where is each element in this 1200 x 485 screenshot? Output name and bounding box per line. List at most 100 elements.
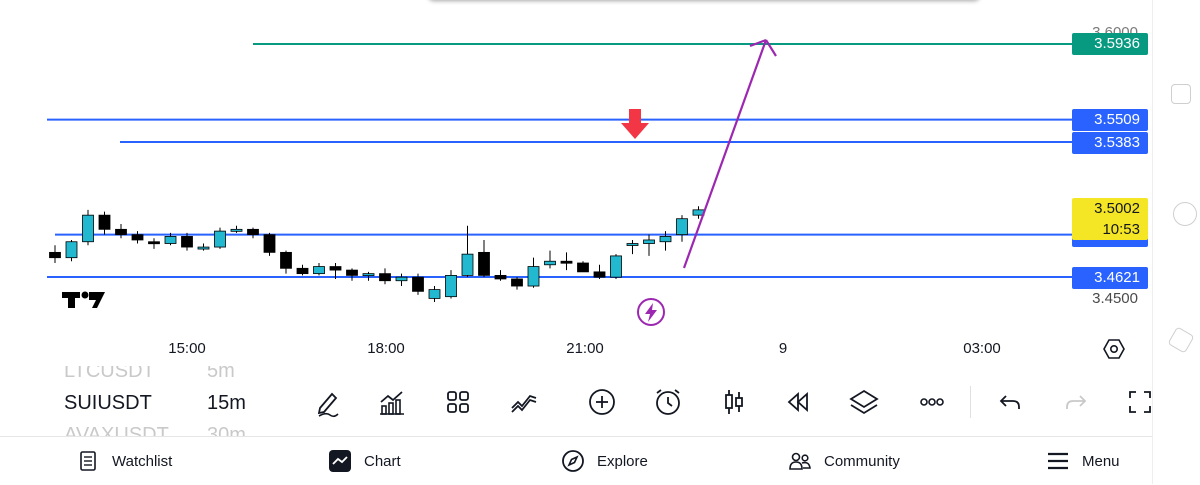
candle-body — [296, 267, 309, 275]
x-tick-label: 03:00 — [963, 340, 1001, 357]
chart-area[interactable]: 3.6000 3.5936 3.5509 3.5383 3.5002 10:53… — [0, 0, 1152, 366]
candle-body — [164, 236, 177, 244]
nav-label: Chart — [364, 452, 401, 470]
x-tick-label: 18:00 — [367, 340, 405, 357]
candles-icon[interactable] — [716, 384, 752, 420]
candle-body — [49, 251, 61, 259]
watchlist-icon — [80, 451, 96, 471]
strategy-icon[interactable] — [506, 384, 542, 420]
symbol-switcher[interactable]: LTCUSDT 5m SUIUSDT 15m AVAXUSDT 30m — [48, 366, 300, 436]
layers-icon[interactable] — [846, 384, 882, 420]
down-arrow-marker — [621, 109, 649, 139]
candle-body — [230, 228, 243, 232]
nav-chart[interactable]: Chart — [328, 437, 401, 485]
bar-countdown: 10:53 — [1102, 221, 1140, 238]
candle-body — [461, 253, 474, 276]
nav-explore[interactable]: Explore — [561, 437, 648, 485]
candle-body — [395, 276, 408, 282]
price-tag-blue[interactable]: 3.5383 — [1072, 132, 1148, 154]
price-tag-green[interactable]: 3.5936 — [1072, 33, 1148, 55]
chart-icon — [329, 450, 351, 472]
candle-body — [610, 255, 622, 278]
drawing-toolbar — [300, 376, 1152, 428]
community-icon — [789, 452, 811, 470]
candle-body — [181, 236, 193, 248]
price-tag-blue[interactable]: 3.4621 — [1072, 267, 1148, 289]
candle-body — [577, 262, 589, 273]
nav-community[interactable]: Community — [788, 437, 900, 485]
tradingview-logo — [62, 291, 105, 308]
candle-body — [379, 273, 391, 282]
nav-label: Watchlist — [112, 452, 173, 470]
side-button[interactable] — [1167, 326, 1195, 354]
x-tick-label: 21:00 — [566, 340, 604, 357]
menu-icon — [1048, 452, 1068, 470]
candle-body — [643, 239, 655, 244]
candle-body — [593, 271, 606, 278]
undo-icon[interactable] — [992, 384, 1028, 420]
candle-body — [494, 275, 507, 280]
more-icon[interactable] — [914, 384, 950, 420]
bottom-navigation: Watchlist Chart Explore Community Menu — [0, 436, 1152, 485]
candle-body — [214, 230, 226, 248]
symbol-interval: 30m — [207, 424, 246, 436]
indicators-icon[interactable] — [374, 384, 410, 420]
current-price-tag[interactable]: 3.5002 10:53 — [1072, 198, 1148, 240]
candle-body — [247, 228, 259, 236]
candle-body — [197, 246, 210, 250]
nav-watchlist[interactable]: Watchlist — [76, 437, 172, 485]
side-circle-button[interactable] — [1173, 202, 1197, 226]
candle-body — [131, 234, 144, 241]
right-gutter — [1152, 0, 1200, 484]
candle-body — [560, 260, 573, 264]
price-tag-blue[interactable]: 3.5509 — [1072, 109, 1148, 131]
nav-menu[interactable]: Menu — [1046, 437, 1120, 485]
current-price-value: 3.5002 — [1094, 200, 1140, 217]
candle-body — [527, 266, 540, 287]
symbol-name: SUIUSDT — [64, 392, 152, 414]
candle-body — [445, 275, 457, 298]
plus-circle-icon[interactable] — [584, 384, 620, 420]
candle-body — [626, 243, 639, 246]
candlestick-chart[interactable] — [0, 0, 1152, 366]
candle-body — [65, 241, 78, 259]
candle-body — [511, 278, 523, 287]
candle-body — [362, 273, 375, 277]
candle-body — [115, 228, 127, 236]
candle-body — [263, 234, 276, 253]
nav-label: Explore — [597, 452, 648, 470]
y-tick-label: 3.4500 — [1092, 290, 1138, 307]
candle-body — [280, 251, 292, 269]
symbol-name: LTCUSDT — [64, 366, 155, 382]
candle-body — [544, 260, 556, 266]
symbol-interval: 5m — [207, 366, 235, 382]
replay-icon[interactable] — [780, 384, 816, 420]
candle-body — [82, 214, 94, 243]
x-tick-label: 9 — [778, 340, 788, 357]
candle-body — [676, 218, 688, 236]
lightning-icon[interactable] — [637, 298, 665, 326]
candle-body — [478, 251, 490, 276]
hexagon-settings-icon[interactable] — [1102, 337, 1126, 361]
candle-body — [428, 289, 441, 299]
pen-icon[interactable] — [310, 384, 346, 420]
nav-label: Menu — [1082, 452, 1120, 470]
nav-label: Community — [824, 452, 900, 470]
compass-icon — [562, 450, 584, 472]
candle-body — [329, 266, 342, 271]
symbol-interval: 15m — [207, 392, 246, 414]
grid-icon[interactable] — [440, 384, 476, 420]
x-tick-label: 15:00 — [168, 340, 206, 357]
symbol-name: AVAXUSDT — [64, 424, 169, 436]
candle-body — [98, 214, 111, 230]
candle-body — [346, 269, 358, 276]
toolbar-divider — [970, 386, 971, 418]
side-button[interactable] — [1171, 84, 1191, 104]
redo-icon[interactable] — [1058, 384, 1094, 420]
candle-body — [313, 266, 325, 275]
candle-body — [412, 276, 424, 292]
alarm-icon[interactable] — [650, 384, 686, 420]
candle-body — [148, 241, 160, 245]
candle-body — [659, 236, 672, 243]
fullscreen-icon[interactable] — [1122, 384, 1152, 420]
